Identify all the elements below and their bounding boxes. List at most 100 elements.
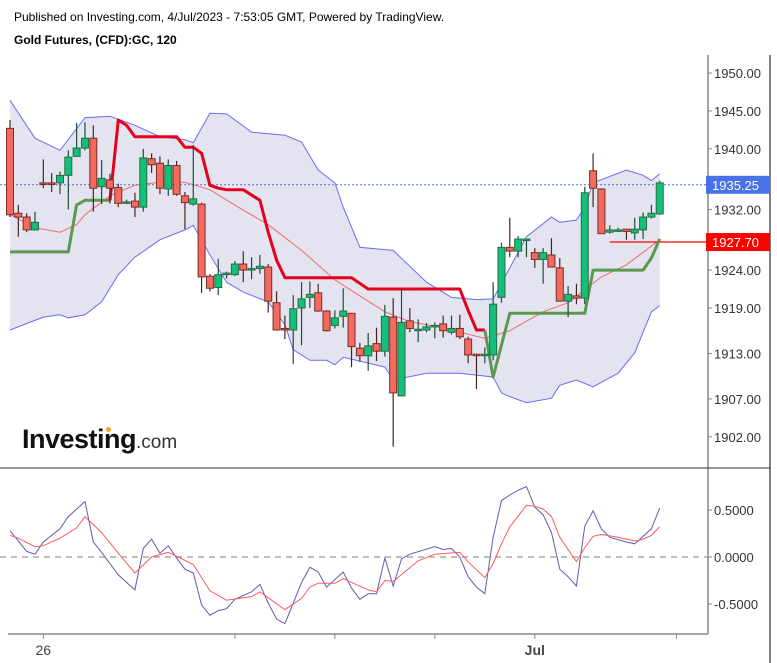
candle-body xyxy=(180,195,189,204)
candle xyxy=(505,217,514,258)
candle xyxy=(14,204,23,237)
candle xyxy=(514,235,523,258)
candle xyxy=(297,282,306,346)
candle xyxy=(614,227,623,233)
candle xyxy=(222,271,231,279)
candle xyxy=(489,282,498,361)
candle xyxy=(164,159,173,196)
candle-body xyxy=(530,252,539,260)
candle xyxy=(347,312,356,368)
candle-body xyxy=(622,228,631,232)
candle-body xyxy=(322,310,331,332)
candle-body xyxy=(289,308,298,331)
candle-body xyxy=(330,317,339,326)
candle-body xyxy=(114,186,123,204)
candle xyxy=(439,315,448,338)
candle xyxy=(455,314,464,340)
candle xyxy=(122,199,131,205)
candle-body xyxy=(247,268,256,271)
published-caption: Published on Investing.com, 4/Jul/2023 -… xyxy=(14,10,445,24)
candle xyxy=(305,281,314,308)
candle-body xyxy=(105,179,114,189)
y-tick-label: 1902.00 xyxy=(714,430,761,445)
trend-line-down xyxy=(108,118,485,332)
candle-body xyxy=(380,315,389,352)
y-tick-label: 1907.00 xyxy=(714,392,761,407)
candle-body xyxy=(297,298,306,309)
osc-tick-label: 0.5000 xyxy=(714,503,754,518)
candle xyxy=(6,119,14,218)
candle-body xyxy=(614,229,623,232)
y-tick-label: 1950.00 xyxy=(714,66,761,81)
candle-body xyxy=(447,327,456,333)
candle xyxy=(364,332,373,371)
candle xyxy=(130,192,139,218)
candle xyxy=(422,323,431,333)
candle-body xyxy=(355,347,364,357)
candle-body xyxy=(472,353,481,357)
y-tick-label: 1932.00 xyxy=(714,202,761,217)
candle xyxy=(430,322,439,339)
y-tick-label: 1945.00 xyxy=(714,104,761,119)
x-tick-label: Jul xyxy=(525,642,545,658)
candle-body xyxy=(539,252,548,260)
candle xyxy=(139,148,148,212)
candle xyxy=(72,123,81,157)
candle-body xyxy=(639,216,648,231)
oscillator-pane xyxy=(0,485,708,625)
candle-body xyxy=(372,343,381,352)
candle-body xyxy=(14,212,23,218)
candle-body xyxy=(505,246,514,252)
candle-body xyxy=(89,137,98,189)
candle xyxy=(30,211,39,231)
logo-suffix: .com xyxy=(136,432,178,453)
candle xyxy=(597,188,606,235)
candle-body xyxy=(480,353,489,357)
candle-body xyxy=(430,324,439,328)
candle xyxy=(214,258,223,296)
candle-body xyxy=(72,147,81,157)
candle xyxy=(405,307,414,333)
candle-body xyxy=(172,164,181,195)
candle-body xyxy=(39,182,48,185)
candle-body xyxy=(655,182,664,215)
candle xyxy=(630,217,639,240)
candle xyxy=(205,273,214,292)
candle-body xyxy=(64,156,73,176)
candle-body xyxy=(214,274,223,289)
candle xyxy=(22,213,31,233)
x-tick-label: 26 xyxy=(36,642,52,658)
candle xyxy=(605,225,614,234)
candle xyxy=(230,260,239,277)
chart-title: Gold Futures, (CFD):GC, 120 xyxy=(14,33,177,47)
axes: 1950.00 1945.00 1940.00 1932.00 1924.00 1919.… xyxy=(0,55,771,663)
candle-body xyxy=(97,177,106,188)
candle xyxy=(522,238,531,258)
candle xyxy=(105,173,114,204)
candle-body xyxy=(605,229,614,233)
candle-body xyxy=(597,188,606,235)
candle xyxy=(447,315,456,335)
candle xyxy=(97,160,106,205)
candle xyxy=(355,342,364,362)
candle-body xyxy=(489,303,498,356)
candle xyxy=(397,289,406,397)
y-tick-label: 1913.00 xyxy=(714,346,761,361)
candle-body xyxy=(547,254,556,268)
candle xyxy=(555,257,564,302)
candle-body xyxy=(139,157,148,208)
candle-body xyxy=(155,162,164,189)
candle-body xyxy=(55,174,64,184)
candle xyxy=(639,212,648,240)
candle-body xyxy=(30,221,39,231)
candle xyxy=(80,122,89,151)
candle xyxy=(414,319,423,343)
bollinger-bands xyxy=(0,100,708,404)
candle-body xyxy=(305,293,314,298)
candle-body xyxy=(397,321,406,397)
candle-body xyxy=(230,263,239,276)
candle xyxy=(564,285,573,318)
candle xyxy=(530,248,539,268)
candle-body xyxy=(280,327,289,331)
